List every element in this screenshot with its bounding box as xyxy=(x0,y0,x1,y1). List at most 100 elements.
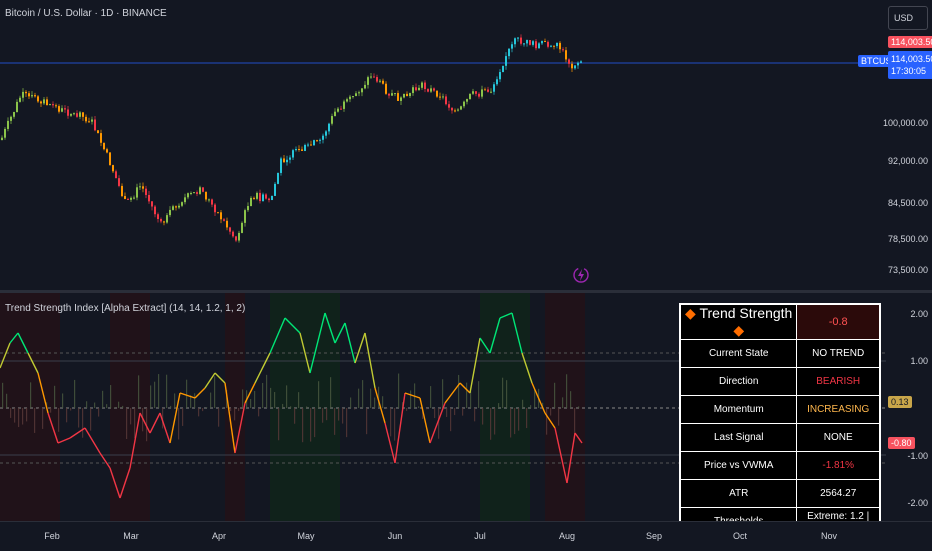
histogram-bar xyxy=(534,389,535,408)
histogram-bar xyxy=(18,408,19,427)
trend-line-segment xyxy=(430,403,445,443)
price-tick: 92,000.00 xyxy=(888,156,928,166)
candle-body xyxy=(499,72,501,79)
row-value: INCREASING xyxy=(797,396,880,424)
candle-body xyxy=(205,192,207,200)
candle-body xyxy=(298,149,300,150)
candle-body xyxy=(46,99,48,105)
candle-body xyxy=(424,83,426,90)
histogram-bar xyxy=(450,408,451,431)
row-value: NONE xyxy=(797,424,880,452)
histogram-bar xyxy=(374,398,375,408)
table-row: Direction BEARISH xyxy=(681,368,880,396)
histogram-bar xyxy=(574,408,575,433)
candle-body xyxy=(562,49,564,50)
candle-body xyxy=(475,91,477,94)
candle-body xyxy=(520,38,522,44)
histogram-bar xyxy=(458,375,459,408)
histogram-bar xyxy=(470,391,471,408)
candle-body xyxy=(430,88,432,91)
price-chart-pane[interactable] xyxy=(0,0,886,290)
row-label: Direction xyxy=(681,368,797,396)
candle-body xyxy=(373,77,375,78)
candle-body xyxy=(529,40,531,45)
histogram-bar xyxy=(106,404,107,408)
candle-body xyxy=(112,165,114,171)
candle-body xyxy=(256,193,258,199)
candle-body xyxy=(175,206,177,207)
histogram-bar xyxy=(478,381,479,408)
histogram-bar xyxy=(366,408,367,434)
candle-body xyxy=(448,104,450,107)
histogram-bar xyxy=(578,406,579,408)
candle-body xyxy=(142,186,144,188)
time-tick: Jul xyxy=(474,531,486,541)
candle-body xyxy=(403,94,405,98)
trend-line-segment xyxy=(215,373,225,383)
candle-body xyxy=(70,114,72,116)
candle-body xyxy=(124,196,126,199)
histogram-bar xyxy=(150,385,151,408)
histogram-bar xyxy=(438,408,439,439)
candle-body xyxy=(73,113,75,114)
candle-body xyxy=(220,212,222,219)
candle-body xyxy=(304,145,306,151)
histogram-bar xyxy=(98,408,99,417)
histogram-bar xyxy=(186,380,187,408)
time-axis[interactable]: Feb Mar Apr May Jun Jul Aug Sep Oct Nov xyxy=(0,521,932,551)
table-header-title-cell: ◆ Trend Strength ◆ xyxy=(681,305,797,340)
candle-body xyxy=(340,109,342,110)
histogram-bar xyxy=(382,396,383,408)
price-chart[interactable] xyxy=(0,0,886,290)
trend-line-segment xyxy=(345,323,355,363)
candle-body xyxy=(439,97,441,98)
histogram-bar xyxy=(78,408,79,428)
candle-body xyxy=(397,93,399,101)
candle-body xyxy=(130,198,132,200)
histogram-bar xyxy=(262,383,263,408)
histogram-bar xyxy=(230,408,231,411)
histogram-bar xyxy=(482,408,483,425)
candle-body xyxy=(460,106,462,109)
histogram-bar xyxy=(214,376,215,408)
histogram-bar xyxy=(370,389,371,408)
histogram-bar xyxy=(318,381,319,408)
candle-body xyxy=(517,38,519,39)
candle-body xyxy=(160,219,162,221)
row-label: Price vs VWMA xyxy=(681,452,797,480)
histogram-bar xyxy=(30,382,31,408)
histogram-bar xyxy=(462,408,463,416)
row-value: NO TREND xyxy=(797,340,880,368)
histogram-bar xyxy=(238,408,239,411)
currency-button[interactable]: USD xyxy=(888,6,928,30)
candle-body xyxy=(238,233,240,241)
candle-body xyxy=(139,186,141,187)
candle-body xyxy=(337,109,339,112)
candle-body xyxy=(361,88,363,92)
candle-body xyxy=(145,189,147,195)
candle-body xyxy=(52,104,54,105)
candle-body xyxy=(433,88,435,90)
lightning-icon[interactable] xyxy=(572,266,590,284)
candle-body xyxy=(250,198,252,206)
candle-body xyxy=(349,97,351,100)
row-label: Last Signal xyxy=(681,424,797,452)
candle-body xyxy=(568,59,570,63)
table-row: Last Signal NONE xyxy=(681,424,880,452)
candle-body xyxy=(400,97,402,100)
last-price-badge: 114,003.50 17:30:05 xyxy=(888,51,932,79)
candle-body xyxy=(97,130,99,133)
candle-body xyxy=(325,131,327,135)
row-label: Thresholds xyxy=(681,508,797,522)
diamond-icon: ◆ xyxy=(733,322,744,338)
candle-body xyxy=(25,92,27,93)
candle-body xyxy=(358,92,360,93)
candle-body xyxy=(13,112,15,117)
table-row: Thresholds Extreme: 1.2 | Full: 1 xyxy=(681,508,880,522)
candle-body xyxy=(289,158,291,160)
candle-body xyxy=(502,66,504,72)
histogram-bar xyxy=(58,408,59,432)
histogram-bar xyxy=(70,408,71,411)
trend-line-segment xyxy=(180,393,195,398)
histogram-bar xyxy=(114,407,115,408)
